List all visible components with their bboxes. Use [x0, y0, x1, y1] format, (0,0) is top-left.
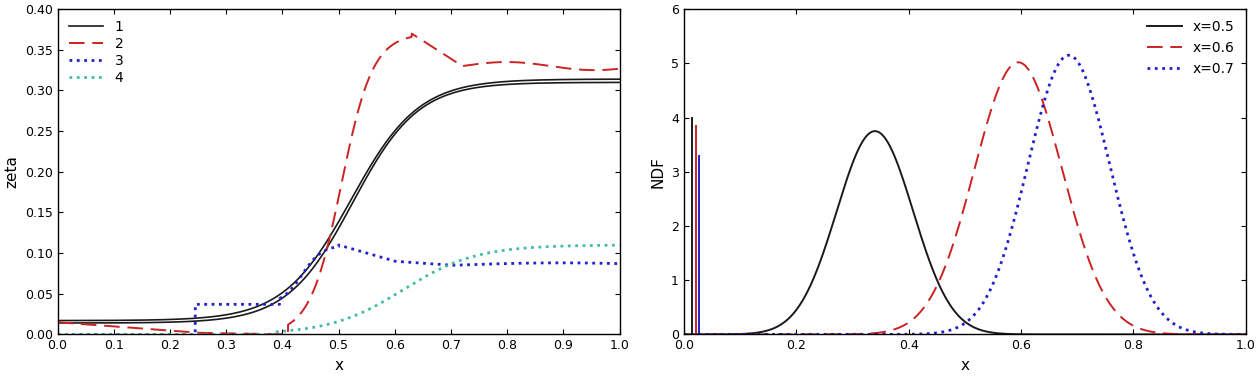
x=0.5 [1239, 332, 1254, 337]
Line: 1: 1 [58, 83, 620, 323]
x=0.6 [944, 248, 959, 253]
x=0.6 [1221, 332, 1236, 337]
x=0.7 [1221, 332, 1236, 337]
x=0.7 [677, 332, 692, 337]
3 [331, 243, 346, 247]
3 [459, 262, 474, 267]
x=0.7 [944, 328, 959, 332]
4 [50, 332, 66, 337]
x=0.6 [677, 332, 692, 337]
2 [286, 318, 301, 323]
4 [459, 256, 474, 261]
3 [612, 261, 627, 266]
x=0.6 [1193, 332, 1208, 337]
Line: x=0.7: x=0.7 [684, 55, 1246, 334]
Legend: x=0.5, x=0.6, x=0.7: x=0.5, x=0.6, x=0.7 [1143, 16, 1239, 80]
1 [459, 87, 474, 92]
x=0.5 [1085, 332, 1100, 337]
Legend: 1, 2, 3, 4: 1, 2, 3, 4 [64, 16, 127, 89]
Line: 2: 2 [58, 34, 620, 334]
x=0.7 [1085, 95, 1100, 100]
1 [50, 321, 66, 325]
X-axis label: x: x [960, 358, 969, 373]
3 [567, 261, 582, 265]
4 [291, 327, 306, 332]
2 [275, 332, 290, 337]
x=0.5 [1221, 332, 1236, 337]
3 [318, 248, 333, 253]
x=0.5 [677, 332, 692, 337]
4 [318, 323, 333, 327]
x=0.7 [1239, 332, 1254, 337]
1 [567, 80, 582, 85]
2 [318, 254, 333, 259]
x=0.6 [1085, 267, 1100, 271]
x=0.7 [1061, 53, 1076, 58]
Line: x=0.5: x=0.5 [684, 131, 1246, 334]
x=0.7 [917, 332, 932, 336]
3 [286, 284, 301, 288]
x=0.6 [1011, 60, 1026, 64]
3 [50, 332, 66, 337]
1 [291, 283, 306, 287]
3 [291, 278, 306, 282]
2 [459, 63, 474, 68]
Line: 4: 4 [58, 245, 620, 334]
4 [612, 243, 627, 247]
Y-axis label: zeta: zeta [4, 155, 19, 188]
2 [567, 67, 582, 71]
1 [318, 249, 333, 254]
2 [612, 66, 627, 71]
1 [286, 287, 301, 291]
x=0.5 [912, 231, 927, 236]
x=0.5 [867, 129, 882, 133]
x=0.7 [1193, 331, 1208, 335]
4 [286, 328, 301, 333]
3 [595, 261, 610, 265]
x=0.5 [944, 304, 959, 309]
Line: x=0.6: x=0.6 [684, 62, 1246, 334]
X-axis label: x: x [334, 358, 343, 373]
x=0.5 [1193, 332, 1208, 337]
x=0.6 [917, 305, 932, 309]
x=0.5 [917, 245, 932, 249]
x=0.7 [912, 332, 927, 336]
x=0.6 [912, 310, 927, 315]
x=0.6 [1239, 332, 1254, 337]
2 [50, 320, 66, 325]
1 [595, 80, 610, 85]
2 [404, 31, 420, 36]
2 [291, 314, 306, 319]
2 [595, 68, 610, 72]
4 [595, 243, 610, 248]
Line: 3: 3 [58, 245, 620, 334]
Y-axis label: NDF: NDF [650, 156, 665, 188]
1 [612, 80, 627, 85]
4 [567, 244, 582, 248]
